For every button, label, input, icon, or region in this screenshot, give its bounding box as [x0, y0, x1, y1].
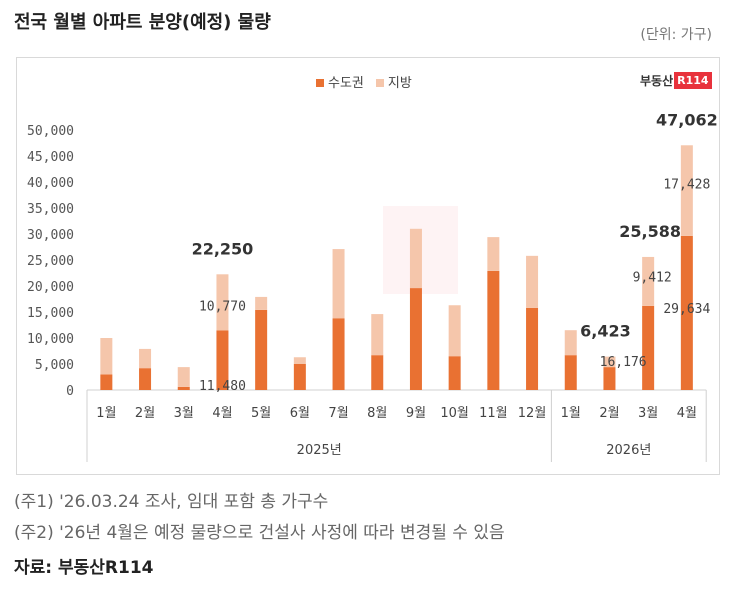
y-tick-label: 30,000	[27, 228, 74, 243]
bar-capital	[409, 288, 422, 390]
bar-capital	[564, 355, 577, 390]
bar-local	[603, 356, 616, 368]
bar-local	[371, 314, 384, 356]
y-tick-label: 15,000	[27, 306, 74, 321]
total-label: 22,250	[192, 239, 254, 258]
y-tick-label: 40,000	[27, 176, 74, 191]
group-label: 2025년	[297, 443, 342, 458]
x-tick-label: 12월	[518, 406, 547, 421]
bar-capital	[603, 367, 616, 390]
bar-capital	[216, 330, 229, 390]
y-tick-label: 5,000	[35, 358, 74, 373]
y-tick-label: 45,000	[27, 150, 74, 165]
bar-capital	[332, 318, 345, 390]
r114-logo: 부동산 R114	[640, 72, 712, 89]
bar-local	[680, 145, 693, 236]
bar-chart: 0 5,000 10,000 15,000 20,000 25,000 30,000 35,0…	[27, 110, 718, 462]
y-tick-label: 25,000	[27, 254, 74, 269]
bar-capital	[448, 356, 461, 390]
note-2: (주2) '26년 4월은 예정 물량으로 건설사 사정에 따라 변경될 수 있…	[14, 523, 505, 543]
x-tick-label: 8월	[367, 406, 387, 421]
total-label: 6,423	[580, 322, 631, 341]
x-tick-label: 1월	[96, 406, 116, 421]
bar-capital	[139, 368, 152, 390]
bar-capital	[177, 386, 190, 390]
legend-item-local: 지방	[375, 72, 412, 91]
x-tick-label: 9월	[406, 406, 426, 421]
bar-capital	[680, 235, 693, 390]
capital-value-label: 29,634	[663, 302, 710, 317]
bar-capital	[100, 374, 113, 390]
bar-local	[100, 338, 113, 375]
bar-local	[642, 256, 655, 306]
y-tick-label: 10,000	[27, 332, 74, 347]
bar-local	[564, 330, 577, 356]
legend-item-capital: 수도권	[316, 72, 364, 91]
note-1: (주1) '26.03.24 조사, 임대 포함 총 가구수	[14, 492, 329, 512]
group-label: 2026년	[606, 443, 651, 458]
bar-local	[255, 296, 268, 310]
bar-local	[177, 367, 190, 387]
bar-local	[332, 249, 345, 319]
bar-local	[448, 305, 461, 357]
bar-capital	[487, 270, 500, 390]
source: 자료: 부동산R114	[14, 558, 154, 578]
legend-label: 수도권	[328, 76, 364, 91]
capital-value-label: 16,176	[600, 355, 647, 370]
page-title: 전국 월별 아파트 분양(예정) 물량	[14, 12, 271, 33]
total-label: 25,588	[619, 222, 681, 241]
x-tick-label: 4월	[212, 406, 232, 421]
y-tick-label: 35,000	[27, 202, 74, 217]
bar-local	[139, 348, 152, 369]
bar-local	[487, 237, 500, 271]
total-label: 47,062	[656, 110, 718, 129]
local-value-label: 9,412	[633, 270, 672, 285]
legend: 수도권 지방	[316, 72, 412, 91]
bar-capital	[526, 307, 539, 390]
local-value-label: 10,770	[199, 299, 246, 314]
bar-local	[409, 228, 422, 289]
y-tick-label: 0	[66, 384, 74, 399]
bar-local	[293, 357, 306, 364]
chart-frame	[16, 57, 720, 475]
x-tick-label: 6월	[290, 406, 310, 421]
x-tick-label: 2월	[135, 406, 155, 421]
x-tick-label: 7월	[328, 406, 348, 421]
bar-capital	[642, 305, 655, 390]
bar-local	[216, 274, 229, 331]
bar-capital	[371, 355, 384, 390]
x-tick-label: 10월	[440, 406, 469, 421]
y-tick-label: 20,000	[27, 280, 74, 295]
x-tick-label: 2월	[599, 406, 619, 421]
legend-label: 지방	[387, 76, 412, 91]
unit-label: (단위: 가구)	[640, 27, 712, 43]
x-tick-label: 3월	[174, 406, 194, 421]
bar-capital	[255, 309, 268, 390]
bar-capital	[293, 364, 306, 390]
x-tick-label: 1월	[561, 406, 581, 421]
bar-local	[526, 255, 539, 308]
local-value-label: 17,428	[663, 178, 710, 193]
x-tick-label: 5월	[251, 406, 271, 421]
x-tick-label: 4월	[677, 406, 697, 421]
x-tick-label: 3월	[638, 406, 658, 421]
capital-value-label: 11,480	[199, 379, 246, 394]
x-tick-label: 11월	[479, 406, 508, 421]
y-tick-label: 50,000	[27, 124, 74, 139]
